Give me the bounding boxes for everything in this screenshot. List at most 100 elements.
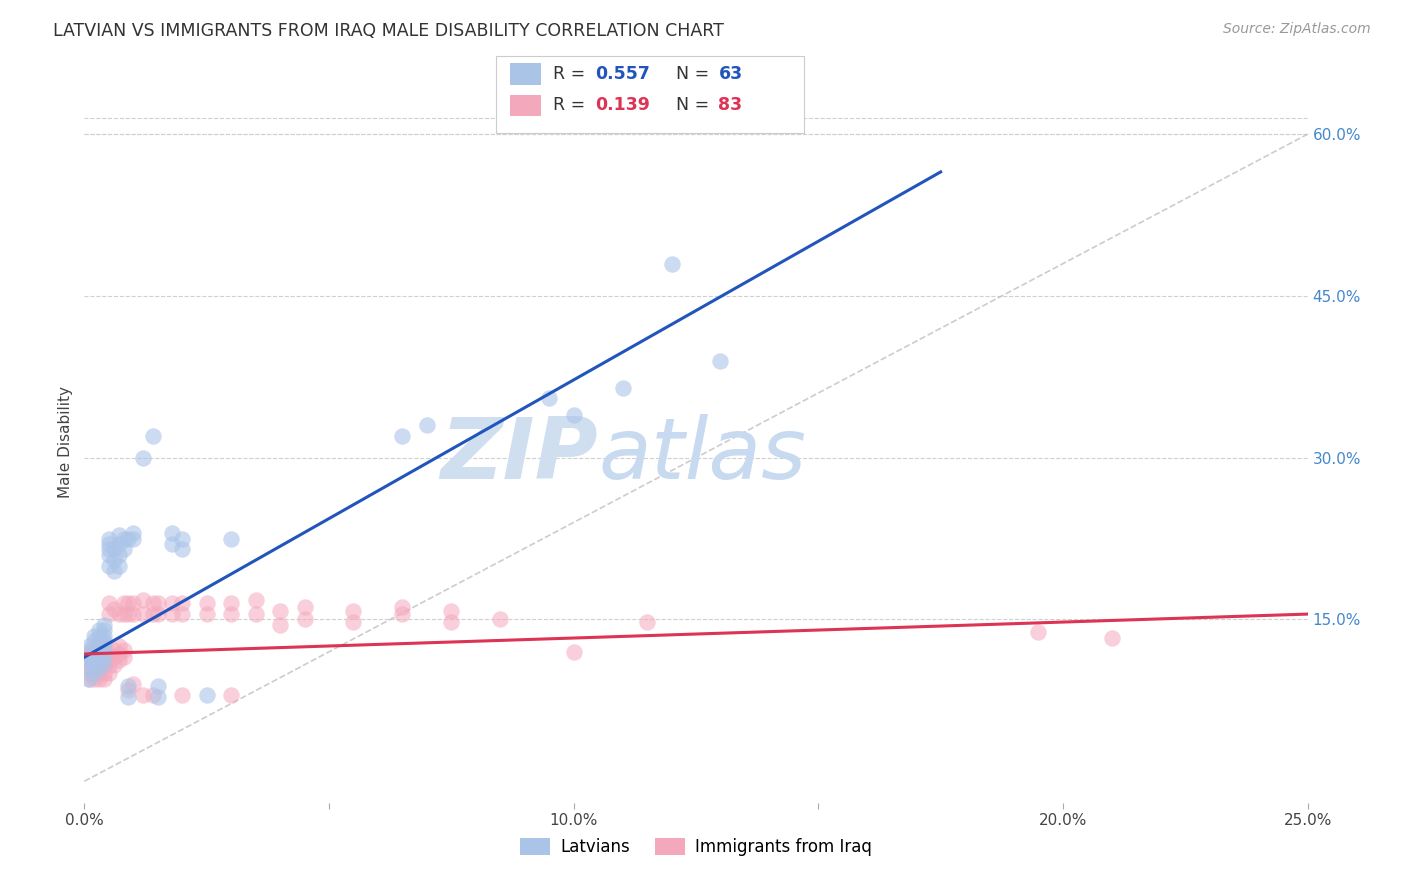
Text: 0.557: 0.557 [595,65,650,83]
Point [142,688,165,702]
Point [87,657,110,672]
Point [77,640,100,654]
Point [97,647,120,661]
Point [269,604,291,618]
Point [83,629,105,643]
Point [77,650,100,665]
Point [219,596,242,610]
Point [97,596,120,610]
Point [107,653,129,667]
Point [103,650,125,665]
Point [172,532,194,546]
Point [77,672,100,686]
Point [162,607,184,621]
Point [142,429,165,443]
Point [172,596,194,610]
Point [97,558,120,573]
Point [97,653,120,667]
Point [636,615,658,629]
Point [83,645,105,659]
Point [122,532,145,546]
Point [146,690,169,705]
Point [107,528,129,542]
Y-axis label: Male Disability: Male Disability [58,385,73,498]
Point [112,650,135,665]
Text: N =: N = [665,65,714,83]
Text: R =: R = [553,96,591,114]
Point [87,666,110,681]
Text: LATVIAN VS IMMIGRANTS FROM IRAQ MALE DISABILITY CORRELATION CHART: LATVIAN VS IMMIGRANTS FROM IRAQ MALE DIS… [53,22,724,40]
Point [342,615,364,629]
Point [416,418,439,433]
Point [440,604,463,618]
Point [83,666,105,681]
Point [391,429,413,443]
Point [107,607,129,621]
Point [93,672,115,686]
Point [103,657,125,672]
Point [294,599,316,614]
Point [245,607,267,621]
Point [219,607,242,621]
Point [97,532,120,546]
Point [391,599,413,614]
Point [93,653,115,667]
Point [162,596,184,610]
Point [93,636,115,650]
Point [195,596,218,610]
Text: atlas: atlas [598,415,806,498]
Point [112,596,135,610]
Legend: Latvians, Immigrants from Iraq: Latvians, Immigrants from Iraq [513,831,879,863]
Point [195,688,218,702]
Point [132,593,155,607]
Point [117,596,139,610]
Point [77,672,100,686]
Point [97,548,120,562]
Text: ZIP: ZIP [440,415,598,498]
Point [1028,625,1050,640]
Point [107,647,129,661]
Point [93,618,115,632]
Point [219,532,242,546]
Point [87,653,110,667]
Point [93,647,115,661]
Point [122,526,145,541]
Point [87,642,110,657]
Point [93,657,115,672]
Point [107,537,129,551]
Point [294,612,316,626]
Point [97,537,120,551]
Point [107,548,129,562]
Point [97,666,120,681]
Point [112,642,135,657]
Point [132,607,155,621]
Point [93,647,115,661]
Point [103,642,125,657]
Text: 0.139: 0.139 [595,96,650,114]
Point [562,645,585,659]
Point [112,532,135,546]
Point [112,607,135,621]
Point [97,542,120,557]
Text: Source: ZipAtlas.com: Source: ZipAtlas.com [1223,22,1371,37]
Point [162,537,184,551]
Point [97,607,120,621]
Point [83,656,105,670]
Point [87,634,110,648]
Point [87,636,110,650]
Point [83,650,105,665]
Point [146,596,169,610]
Point [87,629,110,643]
Point [83,645,105,659]
Point [87,647,110,661]
Point [103,564,125,578]
Point [122,677,145,691]
Point [122,607,145,621]
Point [117,679,139,693]
Point [132,450,155,465]
Point [97,657,120,672]
Point [77,657,100,672]
Point [146,607,169,621]
Point [489,612,512,626]
Text: R =: R = [553,65,591,83]
